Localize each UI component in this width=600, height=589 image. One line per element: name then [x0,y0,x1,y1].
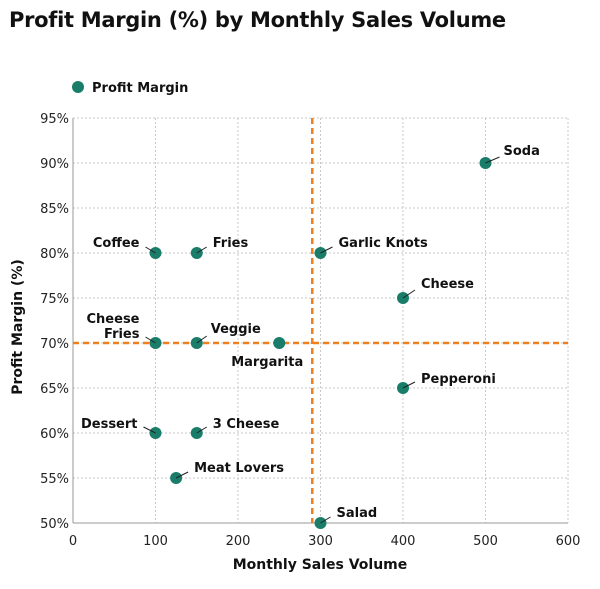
point-label: Fries [213,236,249,251]
chart-title: Profit Margin (%) by Monthly Sales Volum… [9,8,506,32]
y-tick-label: 75% [40,292,69,307]
label-leader-line [485,156,500,164]
x-tick-label: 500 [473,534,498,549]
x-tick-label: 600 [556,534,581,549]
label-leader-line [175,471,189,479]
point-label: Cheese [421,277,474,292]
point-label: Cheese Fries [87,312,140,342]
y-tick-label: 65% [40,382,69,397]
y-tick-label: 85% [40,202,69,217]
point-label: 3 Cheese [213,417,280,432]
point-label-line: Fries [104,327,140,342]
y-tick-label: 95% [40,112,69,127]
label-leader-line [320,516,331,524]
point-label: Coffee [93,236,140,251]
point-label-line: Cheese [87,312,140,327]
point-label: Meat Lovers [194,461,284,476]
y-tick-label: 90% [40,157,69,172]
legend-marker [72,81,84,93]
label-leader-line [402,381,416,389]
point-label: Pepperoni [421,372,496,387]
y-tick-label: 80% [40,247,69,262]
y-tick-label: 60% [40,427,69,442]
label-leader-line [145,246,156,254]
y-tick-label: 70% [40,337,69,352]
point-label: Salad [337,506,378,521]
legend-label: Profit Margin [92,81,188,96]
x-tick-label: 100 [143,534,168,549]
x-tick-label: 400 [391,534,416,549]
point-label: Garlic Knots [339,236,428,251]
y-tick-label: 55% [40,472,69,487]
axis-ticks: 0 100 200 300 400 500 600 50% 55% 60% 65% 70% 75% 80%… [40,112,580,549]
label-leader-line [402,289,416,299]
label-leader-line [320,246,333,254]
point-label: Soda [504,144,540,159]
x-tick-label: 0 [69,534,77,549]
label-leader-line [196,335,208,344]
x-tick-label: 300 [308,534,333,549]
x-axis-label: Monthly Sales Volume [233,557,408,573]
data-point [273,337,286,349]
label-leader-line [145,336,156,344]
point-label: Dessert [81,417,138,432]
legend: Profit Margin [72,81,188,96]
grid [72,117,569,524]
point-label: Margarita [231,355,303,370]
label-leader-line [196,246,208,254]
label-leader-line [196,426,208,434]
x-tick-label: 200 [226,534,251,549]
y-axis-label: Profit Margin (%) [10,259,26,395]
point-label: Veggie [211,322,261,337]
y-tick-label: 50% [40,517,69,532]
label-leader-line [143,426,156,434]
